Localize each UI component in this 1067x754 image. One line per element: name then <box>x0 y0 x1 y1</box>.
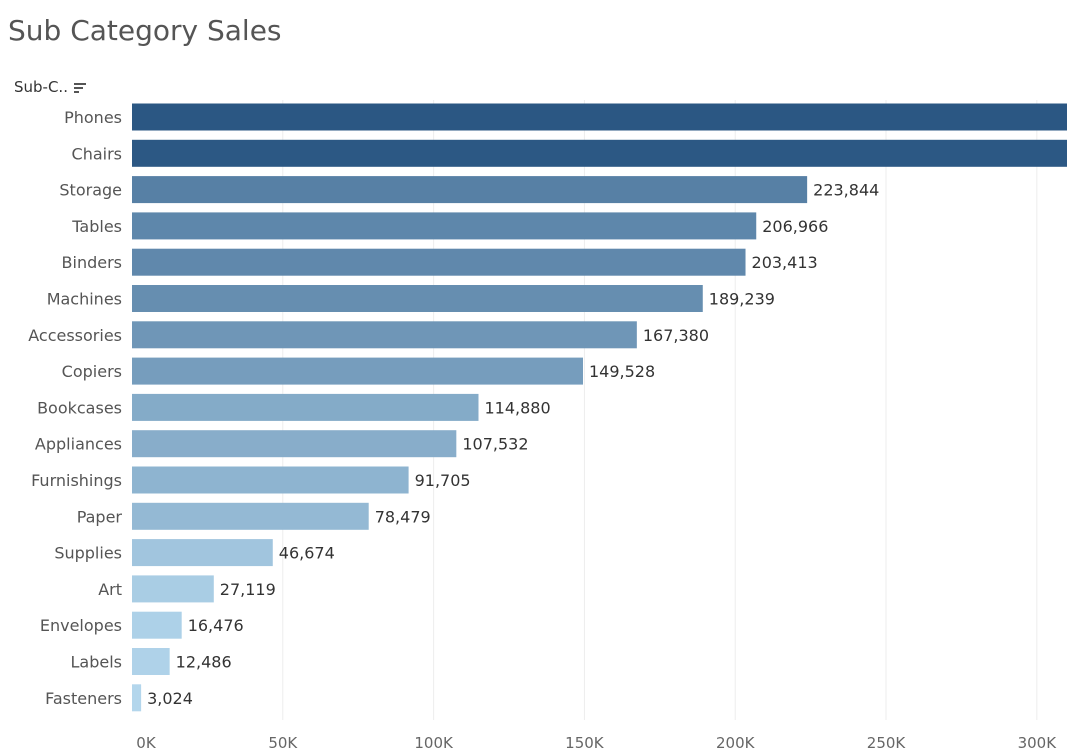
data-label: 206,966 <box>762 217 828 236</box>
category-label: Fasteners <box>45 689 122 708</box>
bar-supplies <box>132 539 273 567</box>
x-tick-label: 300K <box>1018 734 1058 752</box>
bar-accessories <box>132 321 637 349</box>
bar-fasteners <box>132 684 142 712</box>
category-label: Storage <box>59 181 122 200</box>
x-tick-label: 150K <box>565 734 605 752</box>
bar-phones <box>132 103 1067 131</box>
bar-paper <box>132 502 369 530</box>
category-label: Labels <box>71 653 123 672</box>
category-label: Accessories <box>28 326 122 345</box>
bar-machines <box>132 285 703 312</box>
data-label: 167,380 <box>643 326 709 345</box>
bar-envelopes <box>132 611 182 639</box>
data-label: 149,528 <box>589 362 655 381</box>
data-label: 189,239 <box>709 290 775 309</box>
bar-appliances <box>132 430 457 458</box>
data-label: 114,880 <box>484 398 550 417</box>
data-label: 3,024 <box>147 689 193 708</box>
data-label: 27,119 <box>220 580 276 599</box>
bar-furnishings <box>132 466 409 494</box>
sort-descending-icon[interactable] <box>72 80 88 94</box>
sub-category-field-header[interactable]: Sub-C.. <box>14 76 88 98</box>
data-label: 223,844 <box>813 181 879 200</box>
category-label: Machines <box>47 290 122 309</box>
bar-copiers <box>132 357 583 385</box>
x-tick-label: 100K <box>414 734 454 752</box>
bar-storage <box>132 176 808 204</box>
x-tick-label: 50K <box>268 734 298 752</box>
chart-title: Sub Category Sales <box>8 14 282 47</box>
data-label: 78,479 <box>375 507 431 526</box>
data-label: 46,674 <box>279 544 335 563</box>
x-tick-label: 0K <box>136 734 157 752</box>
category-label: Copiers <box>62 362 122 381</box>
category-label: Bookcases <box>37 398 122 417</box>
category-label: Binders <box>62 253 122 272</box>
data-label: 91,705 <box>415 471 471 490</box>
data-label: 107,532 <box>462 435 528 454</box>
bar-bookcases <box>132 393 479 421</box>
data-label: 12,486 <box>176 653 232 672</box>
category-label: Phones <box>64 108 122 127</box>
category-label: Furnishings <box>31 471 122 490</box>
x-tick-label: 200K <box>716 734 756 752</box>
field-header-label: Sub-C.. <box>14 78 68 96</box>
bar-chairs <box>132 139 1067 167</box>
category-label: Supplies <box>54 544 122 563</box>
category-label: Paper <box>77 507 123 526</box>
data-label: 16,476 <box>188 616 244 635</box>
bar-binders <box>132 248 746 276</box>
category-label: Appliances <box>35 435 122 454</box>
category-label: Envelopes <box>40 616 122 635</box>
bar-tables <box>132 212 757 240</box>
bar-labels <box>132 648 170 675</box>
category-label: Tables <box>71 217 122 236</box>
x-tick-label: 250K <box>867 734 907 752</box>
category-label: Chairs <box>72 144 122 163</box>
data-label: 203,413 <box>752 253 818 272</box>
category-label: Art <box>98 580 122 599</box>
bar-art <box>132 575 214 603</box>
